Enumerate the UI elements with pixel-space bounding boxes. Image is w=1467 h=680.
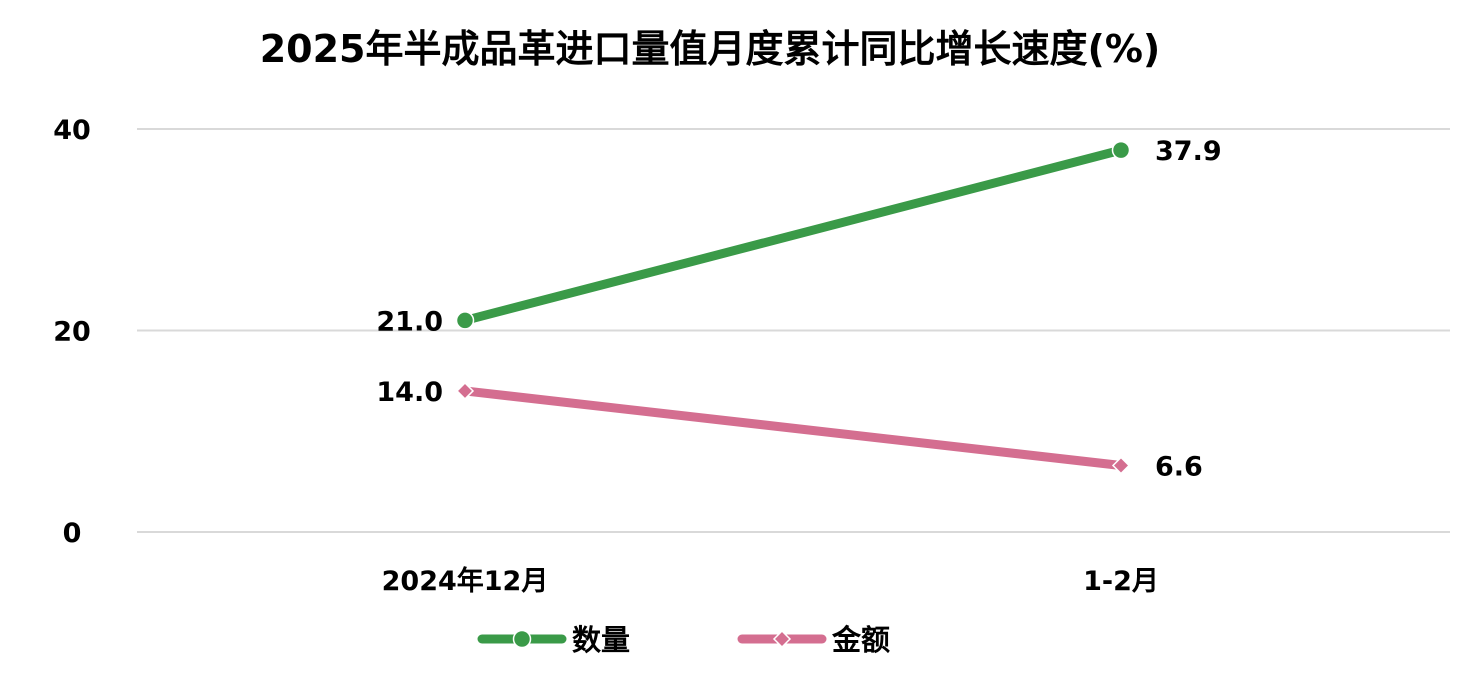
x-tick-label: 1-2月 [1083,566,1159,597]
data-point-marker [1111,140,1131,160]
data-labels: 21.0 37.9 14.0 6.6 [376,136,1221,482]
data-point-marker [455,311,475,330]
chart-title: 2025年半成品革进口量值月度累计同比增长速度(%) [260,27,1161,71]
data-label: 6.6 [1155,452,1203,483]
data-label: 37.9 [1155,136,1222,167]
series-line-1 [460,145,1126,325]
legend-swatch-marker [772,629,792,649]
series-lines [455,140,1131,475]
data-point-marker [1111,456,1131,475]
data-label: 14.0 [376,377,443,408]
x-axis-ticks: 2024年12月 1-2月 [382,565,1159,597]
y-axis-ticks: 0 20 40 [53,115,91,549]
legend-label: 数量 [572,623,630,657]
y-tick-label: 0 [63,518,82,549]
legend-item-2: 金额 [737,623,890,657]
y-tick-label: 20 [53,317,91,348]
gridlines [137,128,1450,533]
x-tick-label: 2024年12月 [382,565,549,597]
legend-swatch-marker [512,629,532,649]
y-tick-label: 40 [53,115,91,146]
legend-label: 金额 [831,623,890,657]
data-point-marker [455,381,475,401]
legend-item-1: 数量 [477,623,630,657]
series-line-2 [460,386,1126,471]
data-label: 21.0 [376,306,443,337]
legend: 数量 金额 [477,623,890,657]
